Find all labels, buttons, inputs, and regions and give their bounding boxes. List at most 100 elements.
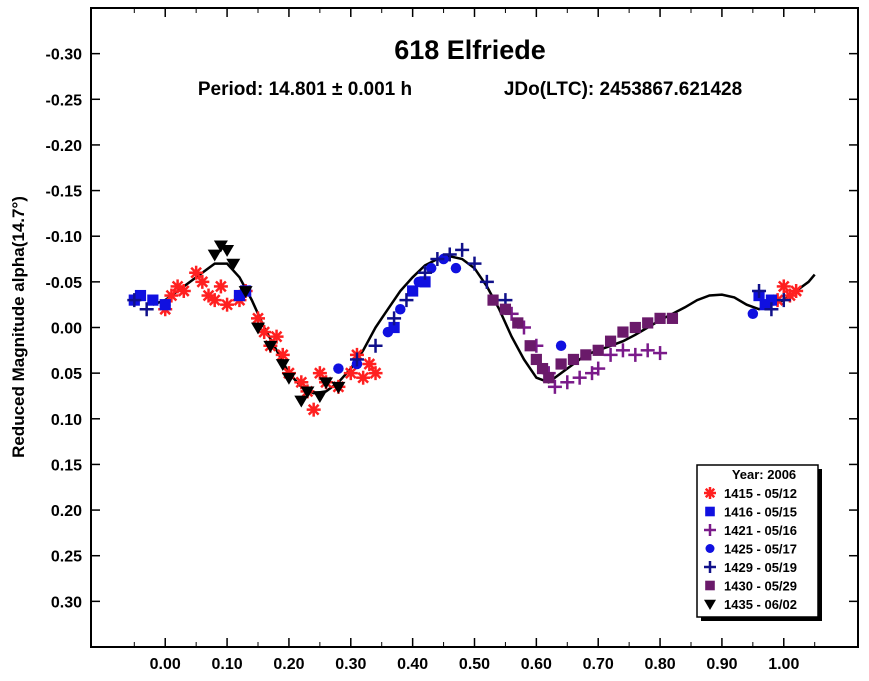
data-point bbox=[349, 352, 364, 367]
data-point bbox=[368, 338, 383, 353]
data-point bbox=[654, 312, 666, 324]
data-point bbox=[530, 353, 542, 366]
data-point bbox=[418, 265, 433, 280]
legend-marker bbox=[704, 599, 716, 610]
legend-label: 1415 - 05/12 bbox=[724, 486, 797, 501]
data-point bbox=[776, 293, 791, 308]
legend-marker bbox=[704, 524, 716, 536]
data-point bbox=[642, 317, 654, 329]
data-point bbox=[580, 349, 592, 361]
y-tick-label: -0.25 bbox=[46, 92, 83, 109]
epoch-label: JDo(LTC): 2453867.621428 bbox=[504, 79, 742, 100]
x-tick-label: 0.00 bbox=[150, 656, 181, 673]
data-point bbox=[319, 377, 334, 390]
data-point bbox=[399, 293, 414, 308]
data-point bbox=[207, 293, 222, 308]
data-point bbox=[547, 379, 562, 394]
data-point bbox=[238, 286, 253, 298]
data-point bbox=[479, 274, 494, 289]
legend-shadow-bottom bbox=[701, 617, 822, 621]
y-axis-label: Reduced Magnitude alpha(14.7°) bbox=[9, 196, 28, 458]
legend-entries: 1415 - 05/12 1416 - 05/15 1421 - 05/16 1425… bbox=[704, 486, 797, 612]
data-point bbox=[207, 249, 222, 262]
y-tick-label: 0.25 bbox=[51, 549, 82, 566]
data-point bbox=[343, 366, 358, 381]
y-tick-label: -0.05 bbox=[46, 275, 83, 292]
data-point bbox=[543, 372, 555, 384]
data-point bbox=[189, 265, 204, 280]
x-tick-label: 1.00 bbox=[768, 656, 799, 673]
data-point bbox=[213, 279, 228, 294]
data-point bbox=[450, 262, 462, 274]
data-point bbox=[127, 293, 142, 308]
x-tick-label: 0.40 bbox=[397, 656, 428, 673]
data-point bbox=[226, 258, 241, 271]
data-point bbox=[251, 322, 266, 335]
data-point bbox=[764, 302, 779, 317]
legend-label: 1430 - 05/29 bbox=[724, 579, 797, 594]
fit-curve bbox=[152, 255, 816, 395]
data-point bbox=[759, 299, 771, 311]
data-point bbox=[356, 370, 371, 385]
x-tick-label: 0.80 bbox=[644, 656, 675, 673]
y-tick-label: -0.10 bbox=[46, 229, 83, 246]
data-point bbox=[555, 358, 567, 370]
data-point bbox=[425, 262, 437, 274]
data-point bbox=[220, 245, 235, 257]
y-tick-label: 0.20 bbox=[51, 503, 82, 520]
data-point bbox=[591, 361, 606, 376]
data-point bbox=[560, 375, 575, 390]
data-point bbox=[395, 303, 406, 315]
legend-marker bbox=[705, 544, 715, 553]
data-point bbox=[604, 335, 617, 347]
axis-layer: 0.00 0.10 0.20 0.30 0.40 0.50 0.60 0.70 0.80 0.90… bbox=[46, 8, 858, 673]
legend-title: Year: 2006 bbox=[732, 467, 796, 482]
data-point bbox=[628, 347, 643, 362]
data-point bbox=[294, 395, 309, 408]
data-point bbox=[382, 326, 394, 338]
legend-marker bbox=[704, 561, 716, 573]
chart-title: 618 Elfriede bbox=[394, 35, 546, 65]
data-point bbox=[499, 303, 512, 315]
data-point bbox=[430, 252, 445, 267]
data-point bbox=[536, 362, 549, 375]
legend-marker bbox=[705, 506, 715, 517]
legend: Year: 2006 1415 - 05/12 1416 - 05/15 1421 … bbox=[696, 464, 822, 621]
y-tick-label: 0.15 bbox=[51, 457, 82, 474]
data-point bbox=[666, 312, 679, 324]
data-point bbox=[524, 340, 536, 352]
data-point bbox=[413, 276, 425, 288]
x-tick-label: 0.90 bbox=[706, 656, 737, 673]
data-point bbox=[159, 299, 171, 310]
period-label: Period: 14.801 ± 0.001 h bbox=[198, 79, 412, 100]
data-point bbox=[789, 283, 804, 298]
data-point bbox=[281, 372, 296, 385]
legend-label: 1421 - 05/16 bbox=[724, 523, 797, 538]
data-point bbox=[147, 294, 159, 306]
y-tick-label: 0.05 bbox=[51, 366, 82, 383]
data-point bbox=[176, 283, 191, 298]
data-point bbox=[653, 346, 668, 361]
data-point bbox=[388, 321, 400, 334]
legend-label: 1435 - 06/02 bbox=[724, 597, 797, 612]
legend-marker bbox=[704, 487, 716, 499]
x-tick-label: 0.50 bbox=[459, 656, 490, 673]
data-point bbox=[467, 256, 482, 271]
legend-label: 1429 - 05/19 bbox=[724, 560, 797, 575]
legend-label: 1416 - 05/15 bbox=[724, 505, 797, 520]
x-tick-label: 0.10 bbox=[212, 656, 243, 673]
data-point bbox=[629, 321, 641, 334]
legend-label: 1425 - 05/17 bbox=[724, 542, 797, 557]
legend-shadow bbox=[818, 469, 822, 621]
data-point bbox=[407, 285, 419, 297]
data-point bbox=[572, 370, 587, 385]
data-point bbox=[640, 343, 655, 358]
data-point bbox=[331, 381, 346, 394]
data-point bbox=[263, 340, 278, 353]
x-tick-label: 0.70 bbox=[583, 656, 614, 673]
data-point bbox=[213, 240, 228, 253]
data-point bbox=[220, 297, 235, 312]
data-point bbox=[362, 357, 377, 372]
data-point bbox=[512, 317, 524, 329]
